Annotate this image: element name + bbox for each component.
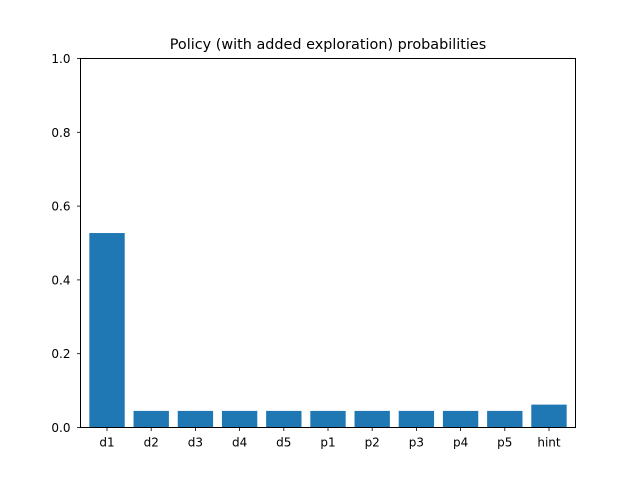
x-tick-label-d1: d1 (99, 436, 114, 450)
bar-d4 (221, 410, 258, 428)
x-tick-label-hint: hint (537, 436, 561, 450)
plot-frame (80, 58, 576, 428)
y-tick-label-0: 0.0 (51, 421, 70, 435)
x-axis-ticks: d1 d2 d3 d4 d5 p1 p2 p3 p4 p5 hint (99, 427, 561, 450)
y-tick-label-5: 1.0 (51, 52, 70, 66)
bar-p5 (487, 410, 523, 428)
x-tick-label-d3: d3 (188, 436, 203, 450)
x-tick-label-p3: p3 (409, 436, 424, 450)
x-tick-label-p1: p1 (320, 436, 335, 450)
y-tick-label-1: 0.2 (51, 347, 70, 361)
y-tick-label-3: 0.6 (51, 200, 70, 214)
bar-d5 (266, 410, 302, 428)
bar-p3 (398, 410, 435, 428)
x-tick-label-p4: p4 (453, 436, 468, 450)
bars-group (89, 233, 567, 428)
x-tick-label-d4: d4 (232, 436, 247, 450)
bar-d1 (89, 233, 125, 428)
bar-d2 (133, 410, 169, 428)
bar-d3 (177, 410, 214, 428)
bar-p4 (442, 410, 479, 428)
x-tick-label-d5: d5 (276, 436, 291, 450)
x-tick-label-d2: d2 (144, 436, 159, 450)
y-tick-label-2: 0.4 (51, 273, 70, 287)
bar-p1 (310, 410, 346, 428)
bar-hint (531, 404, 567, 428)
x-tick-label-p5: p5 (497, 436, 512, 450)
x-tick-label-p2: p2 (365, 436, 380, 450)
chart-title: Policy (with added exploration) probabil… (170, 37, 487, 53)
y-axis-ticks: 0.0 0.2 0.4 0.6 0.8 1.0 (51, 52, 81, 435)
bar-p2 (354, 410, 390, 428)
y-tick-label-4: 0.8 (51, 126, 70, 140)
